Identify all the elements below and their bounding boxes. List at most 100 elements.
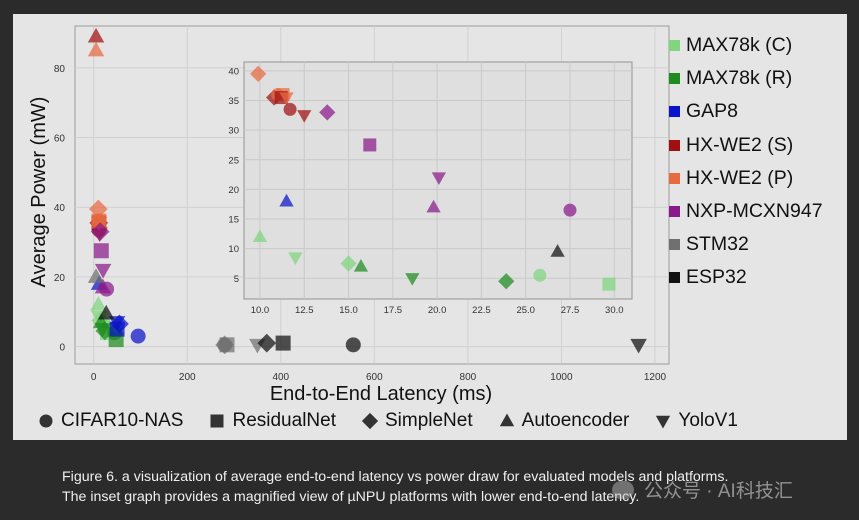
y-tick-label: 20 <box>54 273 66 284</box>
triangle-down-icon <box>656 415 671 429</box>
inset-x-tick-label: 12.5 <box>295 305 314 316</box>
inset-point-max78k-r-yolov1 <box>405 273 420 286</box>
x-tick-label: 1000 <box>550 372 573 383</box>
square-marker-icon <box>210 414 224 428</box>
platform-legend: MAX78k (C) MAX78k (R) GAP8 HX-WE2 (S) HX-WE2… <box>669 29 823 295</box>
circle-marker-icon <box>39 414 53 428</box>
caption-line-1: Figure 6. a visualization of average end… <box>62 469 729 485</box>
y-tick-label: 80 <box>54 64 66 75</box>
legend-item-hx-we2-p: HX-WE2 (P) <box>669 162 823 195</box>
y-tick-label: 60 <box>54 134 66 145</box>
x-tick-label: 800 <box>460 372 477 383</box>
legend-item-yolov1: YoloV1 <box>654 410 738 432</box>
legend-swatch <box>669 272 680 284</box>
legend-item-esp32: ESP32 <box>669 261 823 294</box>
inset-point-max78k-r-simplenet <box>498 273 515 290</box>
triangle-down-marker-icon <box>656 415 671 429</box>
inset-point-max78k-c-simplenet <box>340 255 357 272</box>
inset-y-tick-label: 25 <box>228 155 239 166</box>
legend-label: NXP-MCXN947 <box>686 200 823 223</box>
legend-swatch <box>669 206 680 218</box>
legend-swatch <box>669 40 680 52</box>
point-hx-we2-p-simplenet <box>88 199 108 219</box>
point-gap8-yolov1 <box>108 316 126 331</box>
point-stm32-simplenet <box>215 335 235 355</box>
point-gap8-cifar10-nas <box>130 328 146 344</box>
x-tick-label: 0 <box>91 372 97 383</box>
legend-swatch <box>669 239 680 251</box>
legend-label: ResidualNet <box>232 410 336 431</box>
x-tick-label: 1200 <box>644 372 667 383</box>
point-esp32-simplenet <box>257 333 277 353</box>
legend-label: STM32 <box>686 233 749 256</box>
diamond-icon <box>361 412 379 430</box>
triangle-up-icon <box>499 413 514 427</box>
inset-x-tick-label: 22.5 <box>472 305 491 316</box>
legend-label: YoloV1 <box>678 410 738 431</box>
inset-y-tick-label: 30 <box>228 126 239 137</box>
inset-y-tick-label: 10 <box>228 244 239 255</box>
figure-caption: Figure 6. a visualization of average end… <box>62 467 842 507</box>
legend-item-stm32: STM32 <box>669 228 823 261</box>
caption-line-2: The inset graph provides a magnified vie… <box>62 489 640 505</box>
x-tick-label: 600 <box>366 372 383 383</box>
point-nxp-mcxn947-yolov1 <box>94 263 112 279</box>
inset-x-tick-label: 15.0 <box>339 305 358 316</box>
inset-point-hx-we2-s-yolov1 <box>297 110 312 123</box>
y-tick-label: 40 <box>54 203 66 214</box>
point-esp32-cifar10-nas <box>345 337 361 353</box>
legend-item-gap8: GAP8 <box>669 95 823 128</box>
square-icon <box>210 414 224 428</box>
legend-label: ESP32 <box>686 266 747 289</box>
legend-item-autoencoder: Autoencoder <box>498 410 630 432</box>
point-nxp-mcxn947-simplenet <box>90 222 110 241</box>
y-axis-label: Average Power (mW) <box>28 97 50 288</box>
circle-icon <box>39 414 53 428</box>
legend-label: MAX78k (R) <box>686 67 793 90</box>
inset-point-nxp-mcxn947-autoencoder <box>426 199 441 213</box>
inset-point-nxp-mcxn947-yolov1 <box>431 172 447 186</box>
legend-item-cifar10-nas: CIFAR10-NAS <box>37 410 183 432</box>
triangle-up-marker-icon <box>499 413 514 427</box>
inset-y-tick-label: 20 <box>228 185 239 196</box>
inset-point-hx-we2-s-cifar10-nas <box>283 102 297 116</box>
x-tick-label: 400 <box>272 372 289 383</box>
inset-point-max78k-c-cifar10-nas <box>533 268 547 282</box>
point-hx-we2-p-autoencoder <box>87 41 105 57</box>
legend-item-max78k-c: MAX78k (C) <box>669 29 823 62</box>
point-esp32-residualnet <box>275 335 291 351</box>
point-esp32-autoencoder <box>97 304 115 320</box>
point-stm32-autoencoder <box>87 268 105 283</box>
inset-y-tick-label: 35 <box>228 96 239 107</box>
inset-point-gap8-autoencoder <box>279 193 294 207</box>
model-legend: CIFAR10-NAS ResidualNet SimpleNet Autoencod… <box>37 410 763 432</box>
figure-panel: 0 200 400 600 800 1000 1200 0 20 40 60 80 10.0 12.5 1… <box>13 14 847 440</box>
point-max78k-c-autoencoder <box>90 296 107 311</box>
legend-swatch <box>669 106 680 118</box>
inset-point-max78k-c-autoencoder <box>252 229 268 242</box>
legend-label: MAX78k (C) <box>686 34 793 57</box>
scatter-chart: 0 200 400 600 800 1000 1200 0 20 40 60 80 10.0 12.5 1… <box>28 25 670 405</box>
inset-point-hx-we2-p-simplenet <box>250 65 267 82</box>
legend-label: CIFAR10-NAS <box>61 410 184 431</box>
point-esp32-yolov1 <box>630 338 647 354</box>
inset-x-tick-label: 30.0 <box>605 305 624 316</box>
legend-label: Autoencoder <box>521 410 630 431</box>
x-axis-label: End-to-End Latency (ms) <box>270 383 492 405</box>
point-max78k-r-yolov1 <box>94 323 111 338</box>
inset-y-tick-label: 5 <box>234 274 239 285</box>
inset-y-tick-label: 40 <box>228 66 239 77</box>
inset-x-tick-label: 17.5 <box>384 305 403 316</box>
point-hx-we2-s-autoencoder <box>87 27 105 43</box>
watermark: 公众号 · AI科技汇 <box>612 476 793 503</box>
legend-item-max78k-r: MAX78k (R) <box>669 62 823 95</box>
legend-item-nxp-mcxn947: NXP-MCXN947 <box>669 195 823 228</box>
diamond-marker-icon <box>361 412 379 430</box>
inset-x-tick-label: 25.0 <box>516 305 535 316</box>
point-nxp-mcxn947-autoencoder <box>94 278 112 294</box>
legend-swatch <box>669 139 680 151</box>
y-tick-label: 0 <box>59 343 65 354</box>
x-tick-label: 200 <box>179 372 196 383</box>
legend-label: GAP8 <box>686 100 739 123</box>
inset-point-max78k-c-residualnet <box>602 277 616 291</box>
